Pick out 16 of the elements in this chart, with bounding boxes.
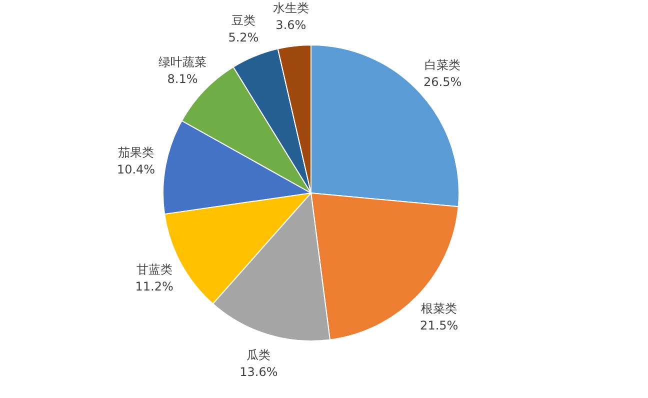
slice-label: 白菜类 [424, 58, 461, 72]
data-label: 10.4% [116, 162, 156, 177]
slice-label: 根菜类 [421, 302, 458, 316]
data-label: 11.2% [135, 279, 174, 294]
data-label: 26.5% [423, 75, 462, 90]
data-label: 3.6% [276, 18, 306, 32]
data-label: 13.6% [240, 365, 278, 380]
slice-label: 茄果类 [118, 146, 154, 160]
slice-label: 瓜类 [246, 348, 271, 362]
data-label: 21.5% [420, 318, 458, 333]
slice-label: 甘蓝类 [136, 262, 172, 276]
data-label: 5.2% [228, 30, 259, 44]
slice-label: 豆类 [231, 13, 256, 28]
slice-label: 绿叶蔬菜 [158, 54, 206, 69]
slice-label: 水生类 [272, 1, 309, 16]
data-label: 8.1% [167, 72, 198, 86]
